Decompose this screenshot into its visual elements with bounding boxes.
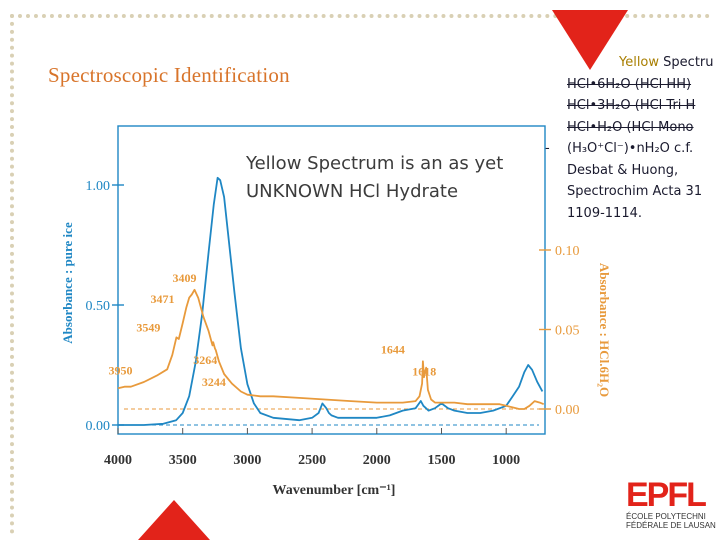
y-right-tick-label: 0.05 <box>555 324 580 339</box>
x-tick-label: 4000 <box>104 453 132 468</box>
peak-label: 3549 <box>136 320 160 334</box>
reference-text: HCl•H₂O (HCl Mono <box>567 119 694 135</box>
decorative-dotted-border-top <box>10 14 710 18</box>
peak-label: 3409 <box>172 271 196 285</box>
reference-text: HCl•6H₂O (HCl HH) <box>567 76 692 92</box>
reference-item-trihydrate: HCl•3H₂O (HCl Tri H <box>545 95 720 117</box>
x-tick-label: 3500 <box>169 453 197 468</box>
x-tick-label: 1500 <box>427 453 455 468</box>
peak-label: 3244 <box>202 375 226 389</box>
slide-title: Spectroscopic Identification <box>48 63 290 87</box>
reference-bullet: - <box>545 141 550 156</box>
epfl-logo-line2: FÉDÉRALE DE LAUSAN <box>626 521 716 530</box>
y-right-tick-label: 0.00 <box>555 403 580 418</box>
y-axis-label-right: Absorbance : HCl.6H₂O <box>597 263 612 397</box>
reference-text: HCl•3H₂O (HCl Tri H <box>567 98 696 113</box>
reference-item-yellow: Yellow Spectru <box>545 52 720 74</box>
epfl-logo-line1: ÉCOLE POLYTECHNI <box>626 512 706 521</box>
reference-item-desbat: - (H₃O⁺Cl⁻)•nH₂O c.f. <box>545 138 720 160</box>
y-left-tick-label: 0.00 <box>86 419 111 434</box>
reference-text: (H₃O⁺Cl⁻)•nH₂O c.f. <box>567 141 694 156</box>
unknown-hydrate-note: Yellow Spectrum is an as yet UNKNOWN HCl… <box>246 153 504 202</box>
reference-item-hexahydrate: HCl•6H₂O (HCl HH) <box>545 74 720 96</box>
x-tick-label: 1000 <box>492 453 520 468</box>
x-axis-label: Wavenumber [cm⁻¹] <box>273 483 396 498</box>
reference-text: Desbat & Huong, <box>567 162 679 178</box>
reference-text: Spectrochim Acta 31 <box>567 184 703 199</box>
red-triangle-bottom <box>138 500 210 540</box>
spectrum-label: Spectru <box>659 55 714 70</box>
reference-list: Yellow Spectru HCl•6H₂O (HCl HH) HCl•3H₂… <box>545 52 720 224</box>
yellow-label: Yellow <box>619 55 660 70</box>
peak-label: 3264 <box>193 353 217 367</box>
series-hcl-hexahydrate-line <box>117 288 545 410</box>
peak-label: 1644 <box>381 342 405 356</box>
peak-label: 1618 <box>412 365 436 379</box>
y-left-tick-label: 0.50 <box>86 299 111 314</box>
reference-item-monohydrate: HCl•H₂O (HCl Mono <box>545 117 720 139</box>
decorative-dotted-border-left <box>10 14 14 534</box>
peak-label: 3471 <box>150 292 174 306</box>
epfl-logo-mark: EPFL <box>626 476 707 514</box>
epfl-logo: EPFL ÉCOLE POLYTECHNI FÉDÉRALE DE LAUSAN <box>626 478 720 540</box>
x-tick-label: 2000 <box>363 453 391 468</box>
y-axis-label-left: Absorbance : pure ice <box>60 222 75 344</box>
x-tick-label: 3000 <box>233 453 261 468</box>
series-pure-ice-line <box>118 176 544 426</box>
x-tick-label: 2500 <box>298 453 326 468</box>
peak-label: 3950 <box>108 364 132 378</box>
y-right-tick-label: 0.10 <box>555 244 580 259</box>
reference-text: 1109-1114. <box>567 205 642 221</box>
plot-frame <box>117 125 546 435</box>
red-triangle-top <box>552 10 628 70</box>
y-left-tick-label: 1.00 <box>86 179 111 194</box>
